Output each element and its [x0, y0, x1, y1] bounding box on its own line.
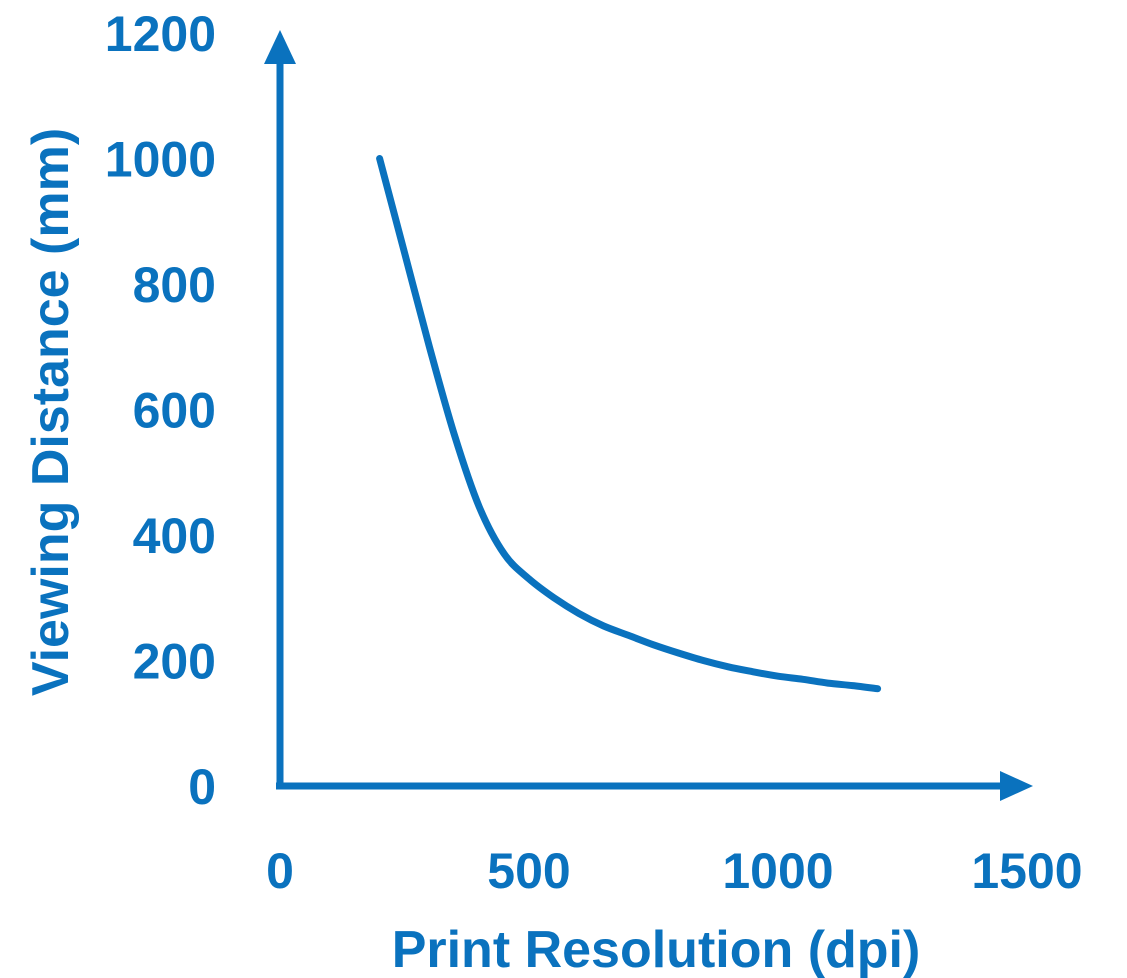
x-tick-label: 500 — [487, 843, 570, 899]
x-tick-labels: 0 500 1000 1500 — [266, 843, 1083, 899]
y-tick-label: 800 — [133, 257, 216, 313]
x-tick-label: 1000 — [722, 843, 833, 899]
y-tick-label: 600 — [133, 383, 216, 439]
x-tick-label: 1500 — [971, 843, 1082, 899]
y-axis-label: Viewing Distance (mm) — [22, 128, 80, 696]
y-tick-label: 200 — [133, 634, 216, 690]
axes — [264, 30, 1033, 801]
y-axis-arrow-icon — [264, 30, 296, 64]
y-tick-label: 0 — [188, 759, 216, 815]
y-tick-labels: 0 200 400 600 800 1000 1200 — [105, 6, 216, 815]
x-axis-label: Print Resolution (dpi) — [392, 921, 921, 978]
x-axis-arrow-icon — [1000, 771, 1033, 801]
y-tick-label: 1000 — [105, 132, 216, 188]
series-line — [376, 155, 882, 693]
y-tick-label: 400 — [133, 508, 216, 564]
y-tick-label: 1200 — [105, 6, 216, 62]
x-tick-label: 0 — [266, 843, 294, 899]
